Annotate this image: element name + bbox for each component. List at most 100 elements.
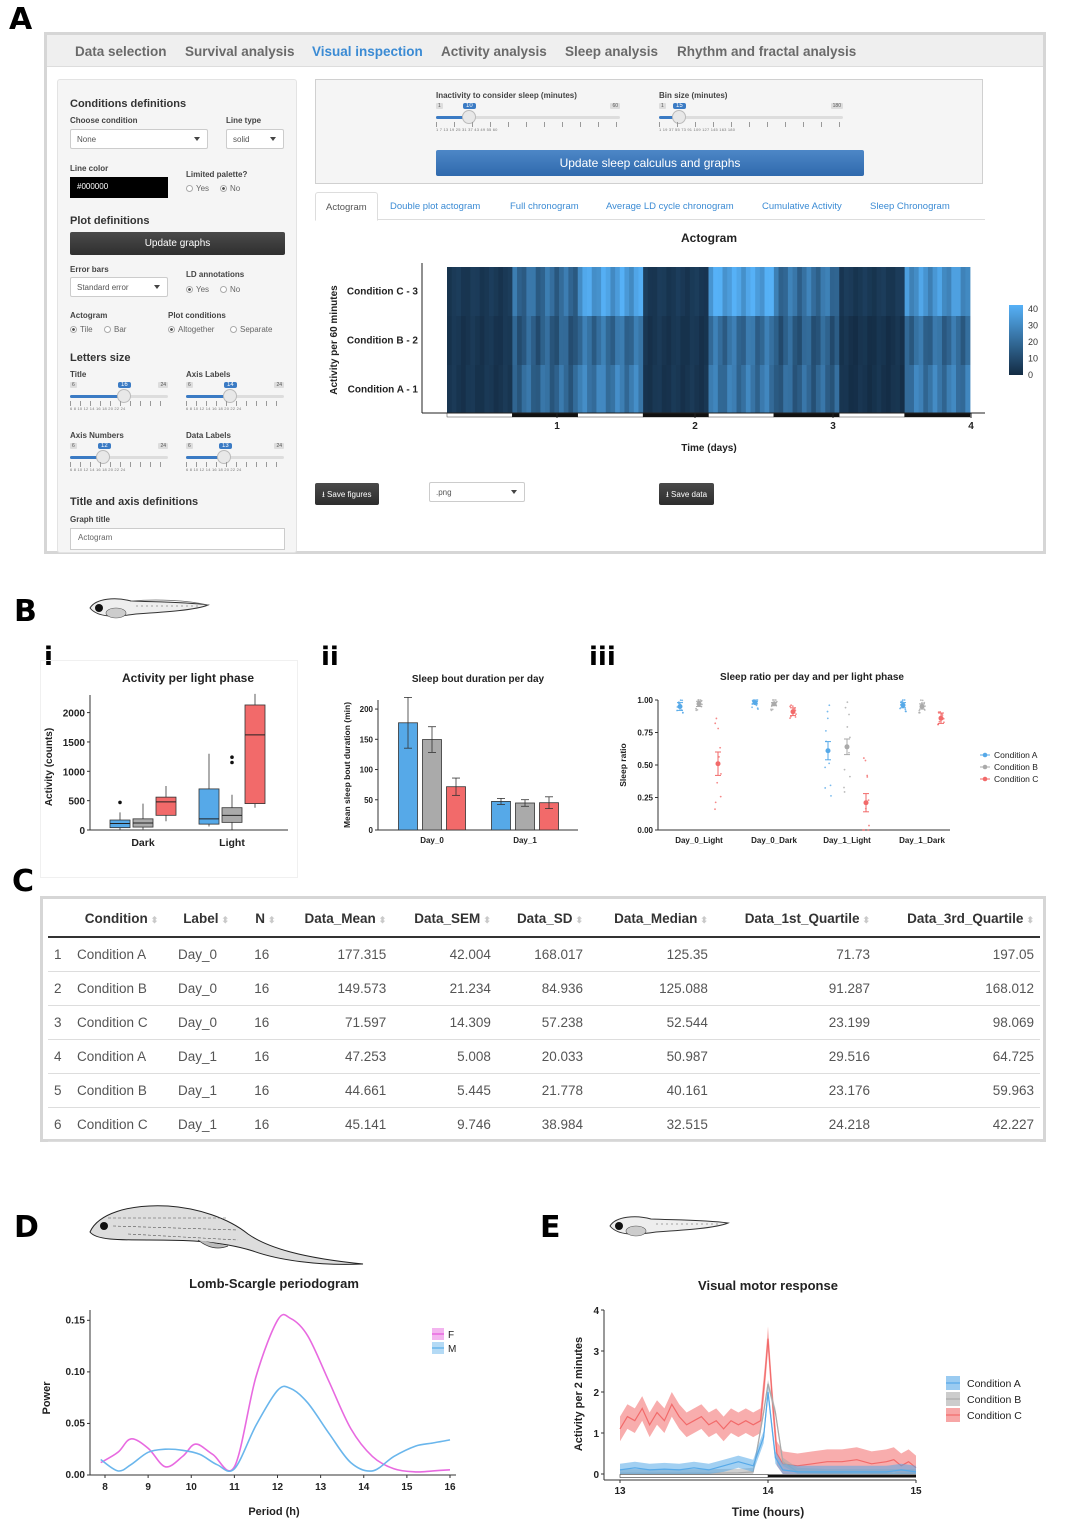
panel-label-a: A bbox=[9, 2, 33, 37]
plot-altogether-radio[interactable]: Altogether bbox=[168, 325, 214, 334]
tab-data-selection[interactable]: Data selection bbox=[75, 44, 167, 59]
tab-visual-inspection[interactable]: Visual inspection bbox=[312, 44, 423, 59]
table-row[interactable]: 1 Condition A Day_0 16 177.315 42.004 168.017 1… bbox=[48, 937, 1040, 972]
radio-icon bbox=[186, 286, 193, 293]
x-tick-label: 10 bbox=[186, 1482, 198, 1493]
data-labels-size-slider[interactable]: 6 24 13 6 8 10 12 14 16 18 20 22 24 bbox=[186, 443, 284, 473]
inactivity-slider[interactable]: 1 60 10 1 7 13 19 25 31 37 43 49 55 60 bbox=[436, 103, 620, 133]
y-tick-label: 1.00 bbox=[637, 696, 653, 705]
heatmap-cell bbox=[876, 365, 882, 414]
table-cell: Condition C bbox=[71, 1107, 172, 1142]
line-type-select[interactable]: solid bbox=[226, 129, 284, 149]
table-row[interactable]: 6 Condition C Day_1 16 45.141 9.746 38.984 32.5… bbox=[48, 1107, 1040, 1142]
line-color-input[interactable]: #000000 bbox=[70, 177, 168, 198]
y-tick-label: 1000 bbox=[63, 767, 86, 778]
column-header[interactable]: Data_Median ⬍ bbox=[589, 901, 714, 938]
bin-size-slider[interactable]: 1 180 15 1 19 37 55 73 91 109 127 145 163… bbox=[659, 103, 843, 133]
y-axis-label: Mean sleep bout duration (min) bbox=[342, 702, 352, 828]
heatmap-cell bbox=[839, 267, 845, 316]
heatmap-cell bbox=[624, 365, 630, 414]
ld-yes-radio[interactable]: Yes bbox=[186, 285, 209, 294]
column-header[interactable]: Data_SEM ⬍ bbox=[392, 901, 497, 938]
heatmap-cell bbox=[652, 365, 658, 414]
tab-activity-analysis[interactable]: Activity analysis bbox=[441, 44, 547, 59]
tab-average-ld-chronogram[interactable]: Average LD cycle chronogram bbox=[606, 201, 734, 212]
column-header[interactable]: N ⬍ bbox=[240, 901, 282, 938]
ld-no-radio[interactable]: No bbox=[220, 285, 240, 294]
table-row[interactable]: 3 Condition C Day_0 16 71.597 14.309 57.238 52.… bbox=[48, 1005, 1040, 1040]
save-figures-button[interactable]: ⭳ Save figures bbox=[315, 483, 379, 505]
table-cell: 23.176 bbox=[713, 1073, 877, 1108]
graph-title-input[interactable]: Actogram bbox=[70, 528, 285, 550]
raw-point bbox=[937, 723, 939, 726]
column-header[interactable]: Data_1st_Quartile ⬍ bbox=[713, 901, 877, 938]
sort-icon[interactable]: ⬍ bbox=[1026, 915, 1034, 925]
save-data-label: Save data bbox=[671, 490, 708, 499]
axis-numbers-size-slider[interactable]: 6 24 12 6 8 10 12 14 16 18 20 22 24 bbox=[70, 443, 168, 473]
tab-sleep-chronogram[interactable]: Sleep Chronogram bbox=[870, 201, 950, 212]
heatmap-cell bbox=[927, 365, 934, 414]
heatmap-cell bbox=[750, 365, 756, 414]
sort-icon[interactable]: ⬍ bbox=[150, 915, 159, 925]
table-row[interactable]: 2 Condition B Day_0 16 149.573 21.234 84.936 12… bbox=[48, 971, 1040, 1006]
box bbox=[198, 788, 220, 825]
sleep-ratio-chart: Sleep ratio per day and per light phase … bbox=[618, 672, 1038, 845]
raw-point bbox=[720, 772, 722, 775]
heatmap-cell bbox=[591, 267, 597, 316]
format-select[interactable]: .png bbox=[429, 482, 525, 502]
update-sleep-button[interactable]: Update sleep calculus and graphs bbox=[436, 150, 864, 176]
plot-separate-radio[interactable]: Separate bbox=[230, 325, 272, 334]
sort-icon[interactable]: ⬍ bbox=[378, 915, 387, 925]
save-data-button[interactable]: ⭳ Save data bbox=[659, 483, 715, 505]
actogram-tile-radio[interactable]: Tile bbox=[70, 325, 93, 334]
tab-survival-analysis[interactable]: Survival analysis bbox=[185, 44, 295, 59]
table-cell: 4 bbox=[48, 1039, 72, 1074]
heatmap-cell bbox=[895, 267, 901, 316]
column-header[interactable]: Data_3rd_Quartile ⬍ bbox=[876, 901, 1040, 938]
tab-cumulative-activity[interactable]: Cumulative Activity bbox=[762, 201, 842, 212]
heatmap-cell bbox=[792, 316, 798, 365]
y-tick-label: Condition B - 2 bbox=[347, 336, 419, 347]
tab-actogram[interactable]: Actogram bbox=[315, 192, 378, 221]
sort-icon[interactable]: ⬍ bbox=[575, 915, 584, 925]
tab-full-chronogram[interactable]: Full chronogram bbox=[510, 201, 579, 212]
heatmap-cell bbox=[675, 316, 681, 365]
y-tick-label: 1 bbox=[593, 1429, 599, 1440]
title-size-slider[interactable]: 6 24 16 6 8 10 12 14 16 18 20 22 24 bbox=[70, 382, 168, 412]
slider-tick-labels: 1 19 37 55 73 91 109 127 145 163 180 bbox=[659, 127, 736, 132]
sort-icon[interactable]: ⬍ bbox=[221, 915, 229, 925]
column-header[interactable]: Label ⬍ bbox=[171, 901, 241, 938]
heatmap-cell bbox=[465, 316, 471, 365]
raw-point bbox=[867, 829, 870, 831]
heatmap-cell bbox=[451, 365, 457, 414]
heatmap-cell bbox=[535, 316, 541, 365]
heatmap-cell bbox=[489, 316, 495, 365]
heatmap-cell bbox=[895, 365, 901, 414]
tab-sleep-analysis[interactable]: Sleep analysis bbox=[565, 44, 659, 59]
palette-no-radio[interactable]: No bbox=[220, 184, 240, 193]
heatmap-cell bbox=[461, 267, 467, 316]
column-header[interactable]: Condition ⬍ bbox=[71, 901, 172, 938]
update-graphs-button[interactable]: Update graphs bbox=[70, 232, 285, 255]
table-row[interactable]: 5 Condition B Day_1 16 44.661 5.445 21.778 40.1… bbox=[48, 1073, 1040, 1108]
choose-condition-select[interactable]: None bbox=[70, 129, 208, 149]
tab-double-plot-actogram[interactable]: Double plot actogram bbox=[390, 201, 481, 212]
column-header[interactable]: Data_Mean ⬍ bbox=[281, 901, 393, 938]
sort-icon[interactable]: ⬍ bbox=[862, 915, 871, 925]
tab-rhythm-fractal[interactable]: Rhythm and fractal analysis bbox=[677, 44, 857, 59]
heatmap-cell bbox=[680, 267, 686, 316]
sort-icon[interactable]: ⬍ bbox=[700, 915, 708, 925]
axis-labels-size-slider[interactable]: 6 24 14 6 8 10 12 14 16 18 20 22 24 bbox=[186, 382, 284, 412]
sort-icon[interactable]: ⬍ bbox=[483, 915, 491, 925]
error-bars-select[interactable]: Standard error bbox=[70, 277, 168, 297]
sort-icon[interactable]: ⬍ bbox=[268, 915, 276, 925]
heatmap-cell bbox=[913, 365, 920, 414]
table-row[interactable]: 4 Condition A Day_1 16 47.253 5.008 20.033 50.9… bbox=[48, 1039, 1040, 1074]
heatmap-cell bbox=[521, 316, 527, 365]
actogram-bar-radio[interactable]: Bar bbox=[104, 325, 126, 334]
heatmap-cell bbox=[461, 316, 467, 365]
palette-yes-radio[interactable]: Yes bbox=[186, 184, 209, 193]
ld-bar-dark bbox=[773, 412, 840, 418]
chevron-down-icon bbox=[511, 490, 517, 494]
column-header[interactable]: Data_SD ⬍ bbox=[496, 901, 590, 938]
